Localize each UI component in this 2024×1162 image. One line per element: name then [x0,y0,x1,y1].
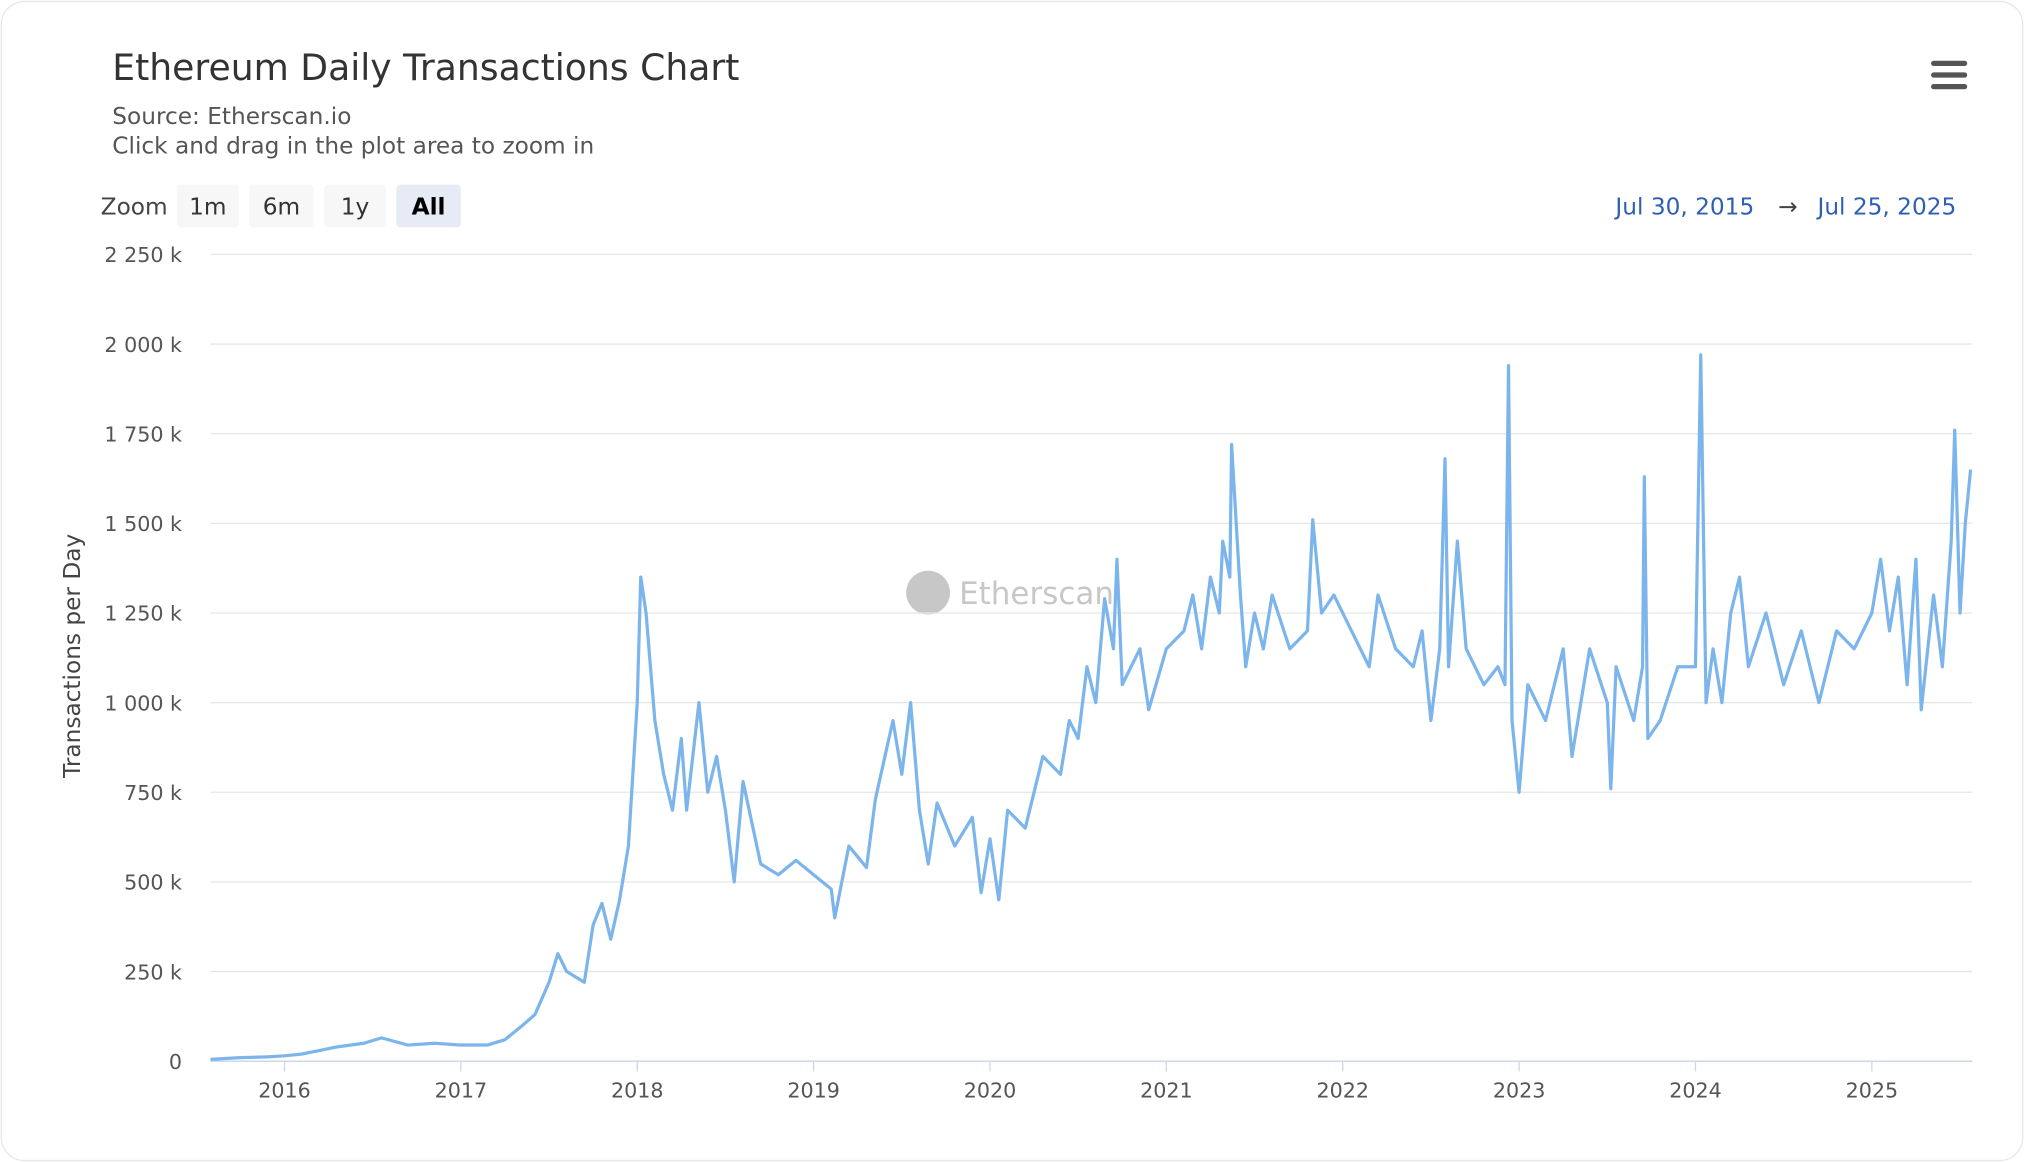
zoom-button-label: 1y [341,193,370,220]
x-tick-label: 2023 [1493,1078,1546,1102]
x-tick-label: 2020 [964,1078,1017,1102]
zoom-button[interactable]: 1y [323,184,386,228]
zoom-button[interactable]: 6m [249,184,314,228]
y-tick-label: 750 k [124,781,182,805]
zoom-button-bg [249,184,314,228]
x-tick-label: 2025 [1846,1078,1899,1102]
zoom-button[interactable]: 1m [176,184,239,228]
y-tick-label: 1 250 k [104,602,182,626]
y-axis-title: Transactions per Day [59,534,86,779]
zoom-button-label: All [412,193,446,220]
x-tick-label: 2018 [611,1078,664,1102]
zoom-button-label: 6m [263,193,300,220]
zoom-button-bg [323,184,386,228]
watermark: Etherscan [906,570,1114,615]
x-tick-label: 2019 [787,1078,840,1102]
y-tick-label: 0 [169,1050,182,1074]
menu-bar [1931,72,1968,78]
x-tick-label: 2022 [1316,1078,1369,1102]
y-tick-label: 2 250 k [104,243,182,267]
instruction: Click and drag in the plot area to zoom … [112,133,594,160]
y-tick-label: 250 k [124,960,182,984]
zoom-button[interactable]: All [396,184,461,228]
menu-button[interactable] [1931,60,1968,90]
menu-bar [1931,60,1968,66]
y-tick-label: 1 500 k [104,512,182,536]
watermark-text: Etherscan [959,576,1114,612]
zoom-button-bg [396,184,461,228]
x-tick-label: 2017 [435,1078,488,1102]
chart-title: Ethereum Daily Transactions Chart [112,46,739,89]
y-tick-label: 2 000 k [104,333,182,357]
y-tick-label: 1 750 k [104,422,182,446]
subtitle: Source: Etherscan.io [112,103,351,130]
date-from[interactable]: Jul 30, 2015 [1613,193,1754,220]
date-to[interactable]: Jul 25, 2025 [1815,193,1956,220]
y-tick-label: 1 000 k [104,691,182,715]
zoom-label: Zoom [101,193,168,220]
menu-bar [1931,84,1968,90]
watermark-logo [906,570,951,615]
zoom-button-label: 1m [189,193,226,220]
x-tick-label: 2016 [258,1078,311,1102]
x-tick-label: 2024 [1669,1078,1722,1102]
data-line [210,353,1973,1062]
zoom-button-bg [176,184,239,228]
date-arrow: → [1778,193,1797,220]
y-tick-label: 500 k [124,871,182,895]
x-tick-label: 2021 [1140,1078,1193,1102]
